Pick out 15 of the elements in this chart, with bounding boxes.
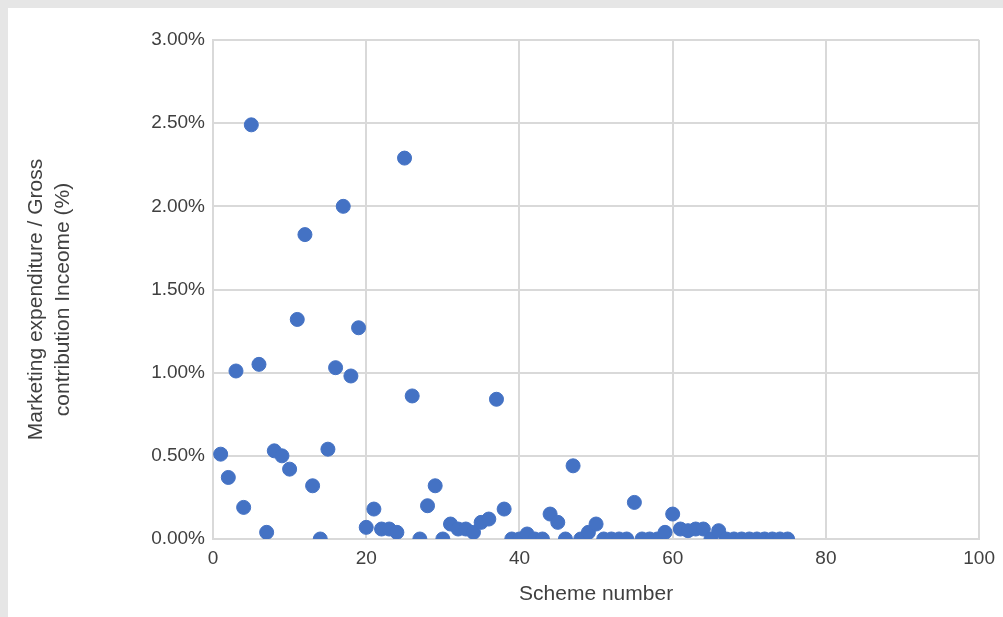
y-tick-label: 1.50%: [151, 277, 206, 299]
y-tick-label: 2.00%: [151, 194, 206, 216]
y-tick-label: 3.00%: [151, 28, 206, 50]
y-tick-label: 0.50%: [151, 444, 206, 466]
x-tick-label: 0: [207, 546, 219, 568]
x-tick-label: 40: [508, 546, 531, 568]
x-axis-title: Scheme number: [519, 581, 674, 605]
y-tick-label: 2.50%: [151, 111, 206, 133]
y-tick-label: 0.00%: [151, 527, 206, 549]
x-tick-label: 100: [963, 546, 995, 568]
x-tick-label: 60: [662, 546, 684, 568]
y-axis-title: Marketing expenditure / Gross contribution Inceome (%): [22, 158, 73, 441]
y-tick-label: 1.00%: [151, 360, 206, 382]
x-tick-label: 80: [815, 546, 837, 568]
x-tick-label: 20: [355, 546, 377, 568]
